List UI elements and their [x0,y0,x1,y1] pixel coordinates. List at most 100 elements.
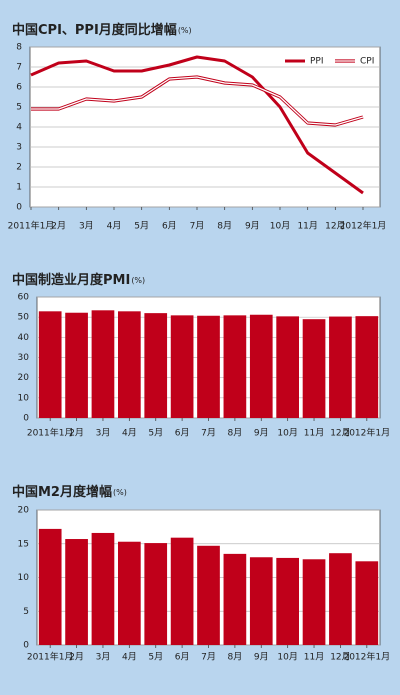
x-tick-label: 2011年1月 [27,427,74,439]
bar [170,315,194,418]
bar [223,315,247,418]
x-tick-label: 6月 [175,652,190,663]
y-tick-label: 3 [16,143,22,153]
x-tick-label: 2月 [69,428,84,439]
y-tick-label: 10 [18,393,30,403]
x-tick-label: 3月 [79,221,94,232]
x-tick-label: 12月 [325,221,345,232]
y-tick-label: 50 [18,313,30,323]
y-tick-label: 0 [23,414,29,424]
y-tick-label: 8 [16,43,22,53]
bar [223,553,247,645]
chart-title: 中国制造业月度PMI(%) [12,272,145,288]
x-tick-label: 7月 [190,221,205,232]
x-tick-label: 3月 [96,428,111,439]
x-tick-label: 11月 [304,428,324,439]
bar [302,319,326,418]
bar [65,539,88,645]
bar [118,541,141,645]
x-tick-label: 11月 [297,221,317,232]
series-line-inner [31,76,364,126]
bar [65,312,88,418]
bar [144,313,168,418]
y-tick-label: 4 [16,123,22,133]
x-tick-label: 4月 [122,652,137,663]
x-tick-label: 6月 [175,428,190,439]
bar [276,316,299,418]
title-unit: (%) [113,488,127,497]
x-tick-label: 7月 [201,428,216,439]
bar [38,528,62,645]
y-tick-label: 0 [23,641,29,651]
y-tick-label: 7 [16,63,22,73]
x-tick-label: 2011年1月 [27,651,74,663]
title-text: 中国CPI、PPI月度同比增幅 [12,22,177,38]
bar [38,311,62,418]
bar [197,315,220,418]
title-text: 中国M2月度增幅 [12,484,112,500]
bar [118,311,141,418]
x-tick-label: 10月 [277,652,297,663]
y-tick-label: 10 [18,573,30,583]
bar [249,314,273,418]
x-tick-label: 9月 [254,652,269,663]
title-unit: (%) [178,26,192,35]
y-tick-label: 20 [18,373,30,383]
bar [91,310,115,418]
x-tick-label: 8月 [228,428,243,439]
y-tick-label: 40 [18,333,30,343]
bar [144,543,168,645]
bar [249,557,273,645]
x-tick-label: 9月 [245,221,260,232]
x-tick-label: 4月 [122,428,137,439]
x-tick-label: 5月 [134,221,149,232]
x-tick-label: 8月 [228,652,243,663]
title-text: 中国制造业月度PMI [12,272,130,288]
y-tick-label: 15 [18,539,29,549]
bar [276,557,299,645]
bar [91,532,115,645]
bar [302,559,326,645]
x-tick-label: 3月 [96,652,111,663]
x-tick-label: 4月 [107,221,122,232]
legend-label: CPI [360,57,374,67]
legend-label: PPI [310,57,324,67]
y-tick-label: 0 [16,203,22,213]
x-tick-label: 10月 [277,428,297,439]
x-tick-label: 2012年1月 [343,651,390,663]
x-tick-label: 12月 [330,428,350,439]
bar [197,545,220,645]
y-tick-label: 30 [18,353,30,363]
x-tick-label: 7月 [201,652,216,663]
x-tick-label: 2月 [69,652,84,663]
bar [170,537,194,645]
x-tick-label: 2012年1月 [343,427,390,439]
x-tick-label: 2012年1月 [340,220,387,232]
bar [355,316,379,418]
y-tick-label: 20 [18,506,30,516]
chart-title: 中国M2月度增幅(%) [12,484,127,500]
y-tick-label: 6 [16,83,22,93]
y-tick-label: 60 [18,293,30,303]
chart-title: 中国CPI、PPI月度同比增幅(%) [12,22,192,38]
bar [355,561,379,645]
x-tick-label: 2月 [51,221,66,232]
x-tick-label: 10月 [270,221,290,232]
x-tick-label: 5月 [148,428,163,439]
title-unit: (%) [131,276,145,285]
x-tick-label: 2011年1月 [8,220,55,232]
x-tick-label: 6月 [162,221,177,232]
x-tick-label: 8月 [217,221,232,232]
y-tick-label: 5 [16,103,22,113]
y-tick-label: 1 [16,183,22,193]
y-tick-label: 5 [23,607,29,617]
series-line [30,55,364,195]
x-tick-label: 5月 [148,652,163,663]
bar [329,316,352,418]
bar [329,553,352,645]
y-tick-label: 2 [16,163,22,173]
x-tick-label: 12月 [330,652,350,663]
x-tick-label: 11月 [304,652,324,663]
